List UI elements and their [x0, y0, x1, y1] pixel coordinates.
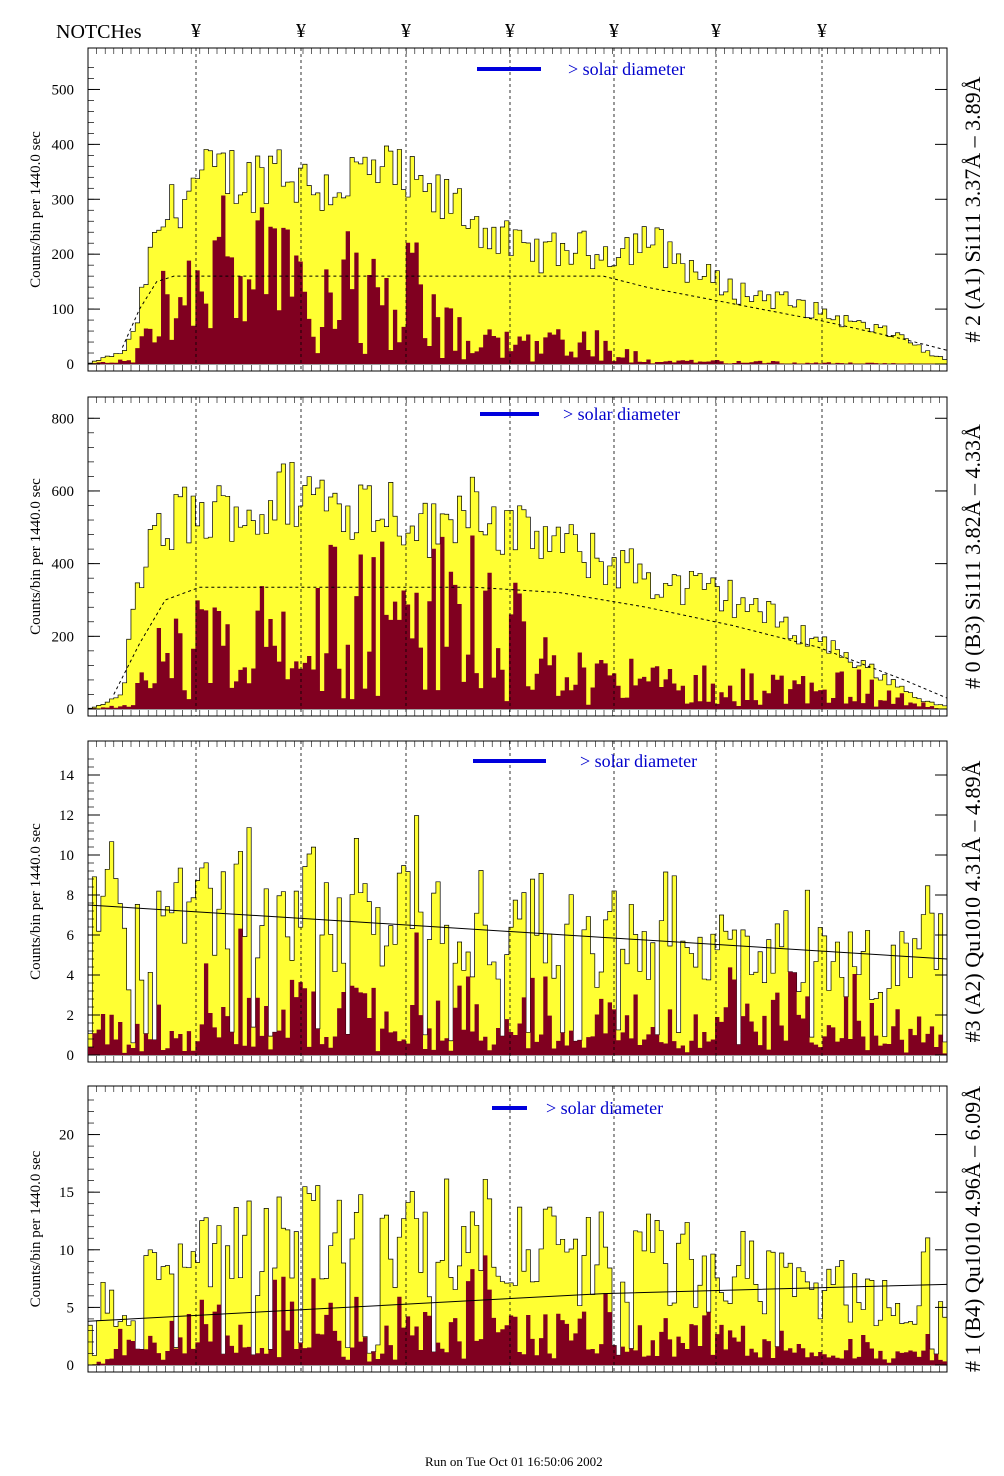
notches-label: NOTCHes [56, 21, 142, 43]
y-axis-label: Counts/bin per 1440.0 sec [28, 478, 44, 635]
panel-title: #3 (A2) Qu1010 4.31Å – 4.89Å [960, 761, 985, 1043]
series-flare-counts [88, 535, 947, 709]
panel-title: # 1 (B4) Qu1010 4.96Å – 6.09Å [960, 1086, 985, 1372]
y-tick-label: 8 [67, 888, 75, 904]
fit-curve [113, 586, 948, 699]
notch-marker-7: ¥ [817, 20, 827, 42]
y-tick-label: 20 [59, 1128, 74, 1144]
panel-title: # 2 (A1) Si111 3.37Å – 3.89Å [960, 76, 985, 342]
y-tick-label: 14 [59, 768, 75, 784]
notch-marker-6: ¥ [711, 20, 721, 42]
notch-marker-2: ¥ [296, 20, 306, 42]
y-axis-label: Counts/bin per 1440.0 sec [28, 131, 44, 288]
y-tick-label: 800 [52, 411, 75, 427]
y-tick-label: 0 [67, 702, 75, 718]
y-tick-label: 4 [67, 968, 75, 984]
y-tick-label: 2 [67, 1008, 75, 1024]
y-tick-label: 0 [67, 1358, 75, 1374]
y-tick-label: 0 [67, 1048, 75, 1064]
fit-curve [87, 904, 948, 960]
notch-marker-3: ¥ [401, 20, 411, 42]
series-flare-counts [88, 1255, 947, 1365]
y-tick-label: 300 [52, 192, 75, 208]
y-tick-label: 400 [52, 557, 75, 573]
y-tick-label: 5 [67, 1300, 75, 1316]
panel-1: 0 100 200 300 400 500 Counts/bin per 1440.0 se… [28, 47, 985, 373]
y-tick-label: 600 [52, 484, 75, 500]
series-flare-counts [88, 928, 947, 1055]
run-timestamp: Run on Tue Oct 01 16:50:06 2002 [425, 1454, 603, 1469]
y-tick-label: 10 [59, 848, 74, 864]
panel-4: 0 5 10 15 20 Counts/bin per 1440.0 sec # 1 (B4… [28, 1085, 985, 1374]
fit-curve [87, 1283, 948, 1322]
series-flare-counts [88, 195, 947, 364]
y-tick-label: 0 [67, 357, 75, 373]
y-axis-label: Counts/bin per 1440.0 sec [28, 1150, 44, 1307]
panel-2: 0 200 400 600 800 Counts/bin per 1440.0 sec # … [28, 396, 985, 718]
y-tick-label: 12 [59, 808, 74, 824]
y-tick-label: 200 [52, 247, 75, 263]
notch-marker-4: ¥ [505, 20, 515, 42]
notches-header: NOTCHes ¥ ¥ ¥ ¥ ¥ ¥ ¥ [56, 20, 827, 43]
panel-title: # 0 (B3) Si111 3.82Å – 4.33Å [960, 424, 985, 689]
y-tick-label: 500 [52, 82, 75, 98]
series-total-counts [87, 1178, 948, 1366]
y-tick-label: 100 [52, 302, 75, 318]
y-tick-label: 15 [59, 1185, 74, 1201]
solar-diameter-label: > solar diameter [568, 59, 685, 79]
y-tick-label: 10 [59, 1243, 74, 1259]
solar-diameter-label: > solar diameter [563, 404, 680, 424]
panel-3: 0 2 4 6 8 10 12 14 Counts/bin per 1440.0 sec #3 (… [28, 740, 985, 1064]
solar-diameter-label: > solar diameter [546, 1098, 663, 1118]
y-tick-label: 400 [52, 137, 75, 153]
y-tick-label: 200 [52, 629, 75, 645]
y-tick-label: 6 [67, 928, 75, 944]
y-axis-label: Counts/bin per 1440.0 sec [28, 823, 44, 980]
notch-marker-5: ¥ [609, 20, 619, 42]
notch-marker-1: ¥ [191, 20, 201, 42]
solar-diameter-label: > solar diameter [580, 751, 697, 771]
